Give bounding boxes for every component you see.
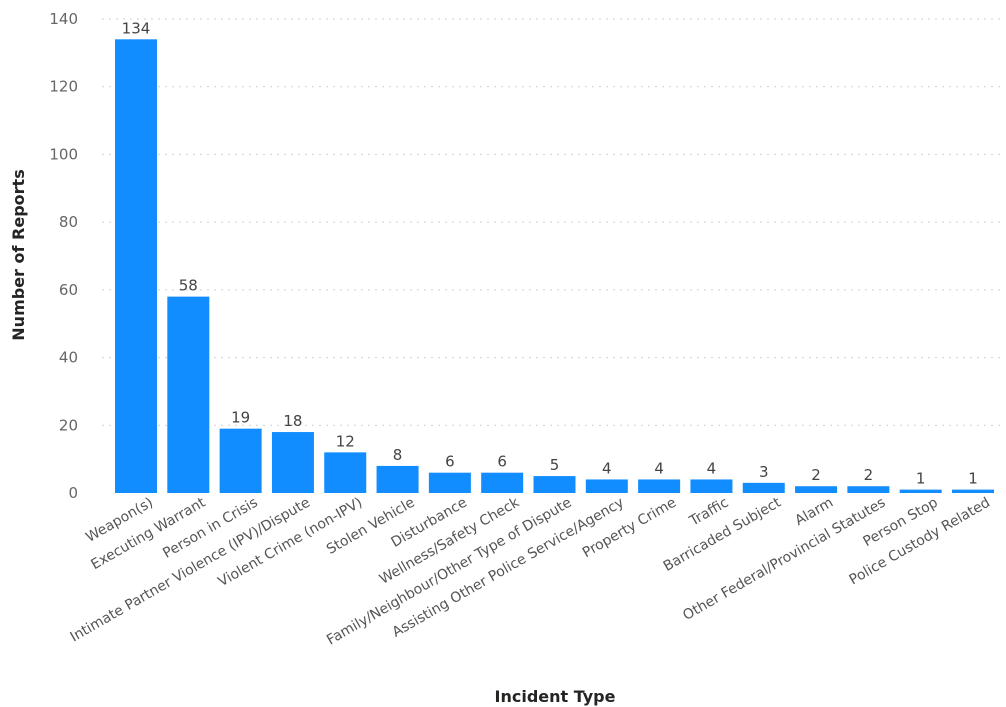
gridlines <box>102 18 1000 426</box>
bar[interactable] <box>376 465 419 493</box>
data-label: 4 <box>602 459 612 477</box>
y-axis-ticks: 0 20 40 60 80 100 120 140 <box>49 10 78 502</box>
data-label: 134 <box>122 19 151 37</box>
data-label: 6 <box>445 453 455 471</box>
bars <box>115 39 994 494</box>
y-tick-label: 80 <box>59 213 78 231</box>
data-labels: 134 58 19 18 12 8 6 6 5 4 4 4 3 2 2 1 1 <box>122 19 978 487</box>
data-label: 8 <box>393 446 403 464</box>
bar[interactable] <box>585 479 628 493</box>
bar[interactable] <box>219 428 262 493</box>
y-tick-label: 140 <box>49 10 78 28</box>
data-label: 58 <box>179 277 198 295</box>
data-label: 19 <box>231 409 250 427</box>
bar[interactable] <box>115 39 157 494</box>
x-tick-label: Property Crime <box>580 495 679 562</box>
data-label: 2 <box>864 466 874 484</box>
bar[interactable] <box>795 486 838 493</box>
bar[interactable] <box>638 479 681 493</box>
data-label: 6 <box>497 453 507 471</box>
bar[interactable] <box>952 489 994 493</box>
data-label: 3 <box>759 463 769 481</box>
bar[interactable] <box>167 296 210 493</box>
bar[interactable] <box>847 486 890 493</box>
x-axis-title: Incident Type <box>495 687 616 706</box>
data-label: 1 <box>968 470 978 488</box>
data-label: 2 <box>811 466 821 484</box>
bar[interactable] <box>324 452 367 493</box>
bar[interactable] <box>899 489 942 493</box>
y-tick-label: 60 <box>59 281 78 299</box>
y-axis-title: Number of Reports <box>9 169 28 340</box>
x-tick-label: Stolen Vehicle <box>324 495 418 558</box>
data-label: 4 <box>654 459 664 477</box>
bar[interactable] <box>428 472 471 493</box>
y-tick-label: 0 <box>68 484 78 502</box>
data-label: 4 <box>707 459 717 477</box>
y-tick-label: 120 <box>49 78 78 96</box>
data-label: 12 <box>336 432 355 450</box>
y-tick-label: 20 <box>59 416 78 434</box>
bar[interactable] <box>533 476 576 493</box>
data-label: 5 <box>550 456 560 474</box>
bar[interactable] <box>742 482 785 493</box>
y-tick-label: 100 <box>49 145 78 163</box>
bar[interactable] <box>481 472 524 493</box>
y-tick-label: 40 <box>59 349 78 367</box>
bar[interactable] <box>690 479 733 493</box>
data-label: 18 <box>283 412 302 430</box>
bar[interactable] <box>271 432 314 493</box>
data-label: 1 <box>916 470 926 488</box>
